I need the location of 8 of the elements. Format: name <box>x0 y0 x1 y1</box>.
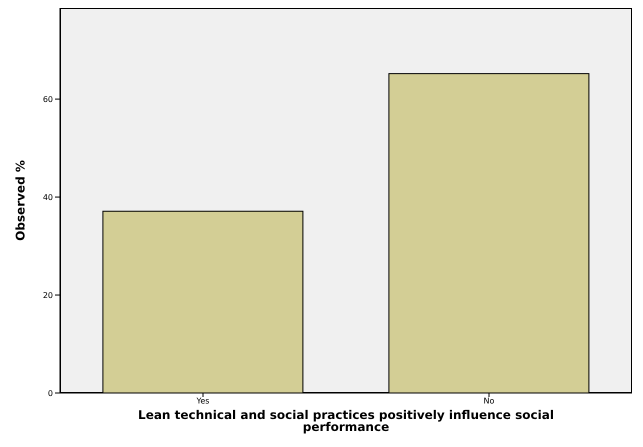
x-tick-label: No <box>484 396 495 406</box>
y-tick-label: 40 <box>42 192 53 202</box>
x-axis-title: Lean technical and social practices positively influence social performance <box>137 408 555 434</box>
y-tick-label: 60 <box>42 94 53 104</box>
y-tick-label: 20 <box>42 290 53 300</box>
y-axis-title: Observed % <box>13 160 28 241</box>
x-tick-label: Yes <box>196 396 210 406</box>
y-tick-label: 0 <box>48 388 53 398</box>
